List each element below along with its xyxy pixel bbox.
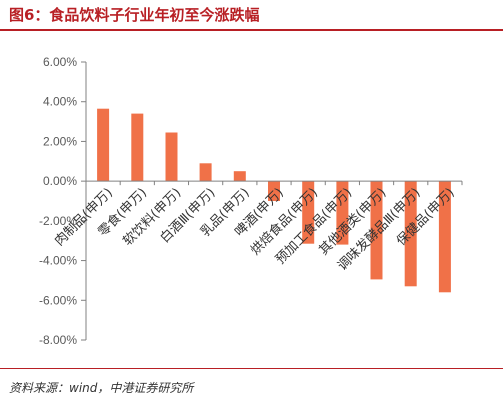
- title-divider: [0, 29, 503, 31]
- bar: [438, 181, 451, 293]
- bar: [233, 171, 246, 182]
- footer-divider: [0, 368, 503, 369]
- x-tick-labels: 肉制品(申万)零食(申万)软饮料(申万)白酒Ⅲ(申万)乳品(申万)啤酒(申万)烘…: [52, 185, 458, 274]
- y-tick-label: 4.00%: [43, 95, 77, 109]
- x-axis: [85, 180, 463, 186]
- bar: [336, 181, 349, 245]
- y-tick-label: -2.00%: [39, 214, 77, 228]
- chart-title: 图6：食品饮料子行业年初至今涨跌幅: [9, 6, 260, 24]
- y-tick-label: -6.00%: [39, 293, 77, 307]
- bar: [404, 181, 417, 287]
- y-tick-label: -8.00%: [39, 333, 77, 347]
- bar: [302, 181, 315, 244]
- bar: [199, 163, 212, 182]
- bars: [97, 108, 451, 293]
- bar: [131, 113, 144, 182]
- y-axis: 6.00% 4.00% 2.00% 0.00% -2.00% -4.00% -6.00% -8…: [39, 55, 87, 347]
- y-tick-label: 2.00%: [43, 134, 77, 148]
- bar: [268, 181, 280, 201]
- y-tick-label: -4.00%: [39, 254, 77, 268]
- y-tick-label: 6.00%: [43, 55, 77, 69]
- bar: [97, 108, 110, 182]
- source-note: 资料来源：wind，中港证券研究所: [9, 381, 194, 395]
- bar: [165, 132, 178, 182]
- bar: [370, 181, 383, 280]
- y-tick-label: 0.00%: [43, 174, 77, 188]
